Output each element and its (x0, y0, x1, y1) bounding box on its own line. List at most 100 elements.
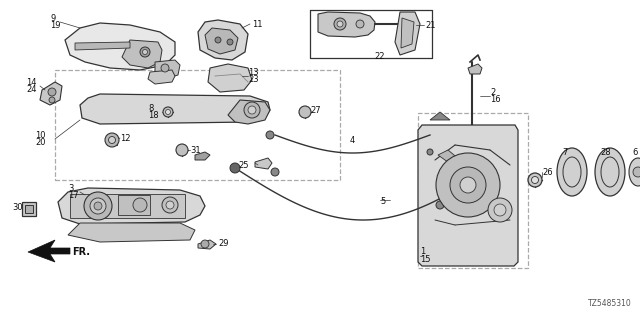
Polygon shape (438, 150, 460, 165)
Circle shape (436, 153, 500, 217)
Polygon shape (395, 12, 420, 55)
Circle shape (163, 107, 173, 117)
Text: 3: 3 (68, 183, 74, 193)
Text: 20: 20 (35, 138, 45, 147)
Text: 16: 16 (490, 94, 500, 103)
Text: 14: 14 (26, 77, 36, 86)
Circle shape (49, 97, 55, 103)
Text: 31: 31 (190, 146, 200, 155)
Text: 24: 24 (26, 84, 36, 93)
Bar (22, 202, 36, 216)
Circle shape (244, 102, 260, 118)
Text: 9: 9 (50, 13, 55, 22)
Ellipse shape (595, 148, 625, 196)
Text: 28: 28 (600, 148, 611, 156)
Polygon shape (401, 18, 414, 48)
Circle shape (334, 18, 346, 30)
Circle shape (176, 144, 188, 156)
Circle shape (105, 133, 119, 147)
Polygon shape (228, 100, 270, 124)
Text: 29: 29 (218, 239, 228, 249)
Text: 11: 11 (252, 20, 262, 28)
Polygon shape (58, 188, 205, 224)
Polygon shape (68, 223, 195, 242)
Circle shape (166, 109, 170, 115)
Ellipse shape (629, 158, 640, 186)
Circle shape (90, 198, 106, 214)
Polygon shape (430, 112, 450, 120)
Polygon shape (40, 82, 62, 105)
Polygon shape (28, 240, 70, 262)
Circle shape (436, 201, 444, 209)
Text: 25: 25 (238, 161, 248, 170)
Polygon shape (75, 42, 130, 50)
Text: 1: 1 (420, 247, 425, 257)
Bar (118, 195, 150, 215)
Circle shape (271, 168, 279, 176)
Circle shape (248, 106, 256, 114)
Circle shape (427, 149, 433, 155)
Bar (70, 194, 185, 218)
Polygon shape (418, 125, 518, 266)
Circle shape (109, 137, 115, 143)
Polygon shape (198, 240, 216, 249)
Polygon shape (205, 28, 238, 54)
Circle shape (48, 88, 56, 96)
Circle shape (161, 64, 169, 72)
Polygon shape (65, 23, 175, 70)
Circle shape (84, 192, 112, 220)
Circle shape (140, 47, 150, 57)
Text: 7: 7 (562, 148, 568, 156)
Circle shape (215, 37, 221, 43)
Text: 30: 30 (12, 204, 22, 212)
Text: 17: 17 (68, 190, 79, 199)
Text: FR.: FR. (72, 247, 90, 257)
Text: 13: 13 (248, 68, 259, 76)
Text: 12: 12 (120, 133, 131, 142)
Text: 27: 27 (310, 106, 321, 115)
Circle shape (94, 202, 102, 210)
Circle shape (633, 167, 640, 177)
Polygon shape (208, 64, 252, 92)
Text: 10: 10 (35, 131, 45, 140)
Text: 18: 18 (148, 110, 159, 119)
Bar (107, 135, 117, 145)
Circle shape (266, 131, 274, 139)
Polygon shape (195, 152, 210, 160)
Text: 2: 2 (490, 87, 495, 97)
Circle shape (162, 197, 178, 213)
Circle shape (166, 201, 174, 209)
Text: 21: 21 (425, 20, 435, 29)
Polygon shape (148, 70, 175, 84)
Text: 19: 19 (50, 20, 61, 29)
Text: 26: 26 (542, 167, 552, 177)
Text: 8: 8 (148, 103, 154, 113)
Text: TZ5485310: TZ5485310 (588, 299, 632, 308)
Circle shape (528, 173, 542, 187)
Polygon shape (468, 64, 482, 74)
Polygon shape (318, 12, 375, 37)
Circle shape (201, 240, 209, 248)
Circle shape (450, 167, 486, 203)
Text: 22: 22 (374, 52, 385, 60)
Text: 4: 4 (350, 135, 355, 145)
Circle shape (227, 39, 233, 45)
Text: 15: 15 (420, 254, 431, 263)
Circle shape (460, 177, 476, 193)
Circle shape (230, 163, 240, 173)
Polygon shape (80, 94, 270, 124)
Circle shape (488, 198, 512, 222)
Ellipse shape (557, 148, 587, 196)
Circle shape (337, 21, 343, 27)
Text: 5: 5 (380, 197, 385, 206)
Circle shape (494, 204, 506, 216)
Polygon shape (198, 20, 248, 60)
Bar (25, 205, 33, 213)
Circle shape (531, 177, 538, 183)
Circle shape (133, 198, 147, 212)
Polygon shape (255, 158, 272, 169)
Bar (418, 113, 528, 268)
Circle shape (299, 106, 311, 118)
Text: 23: 23 (248, 75, 259, 84)
Text: 6: 6 (632, 148, 637, 156)
